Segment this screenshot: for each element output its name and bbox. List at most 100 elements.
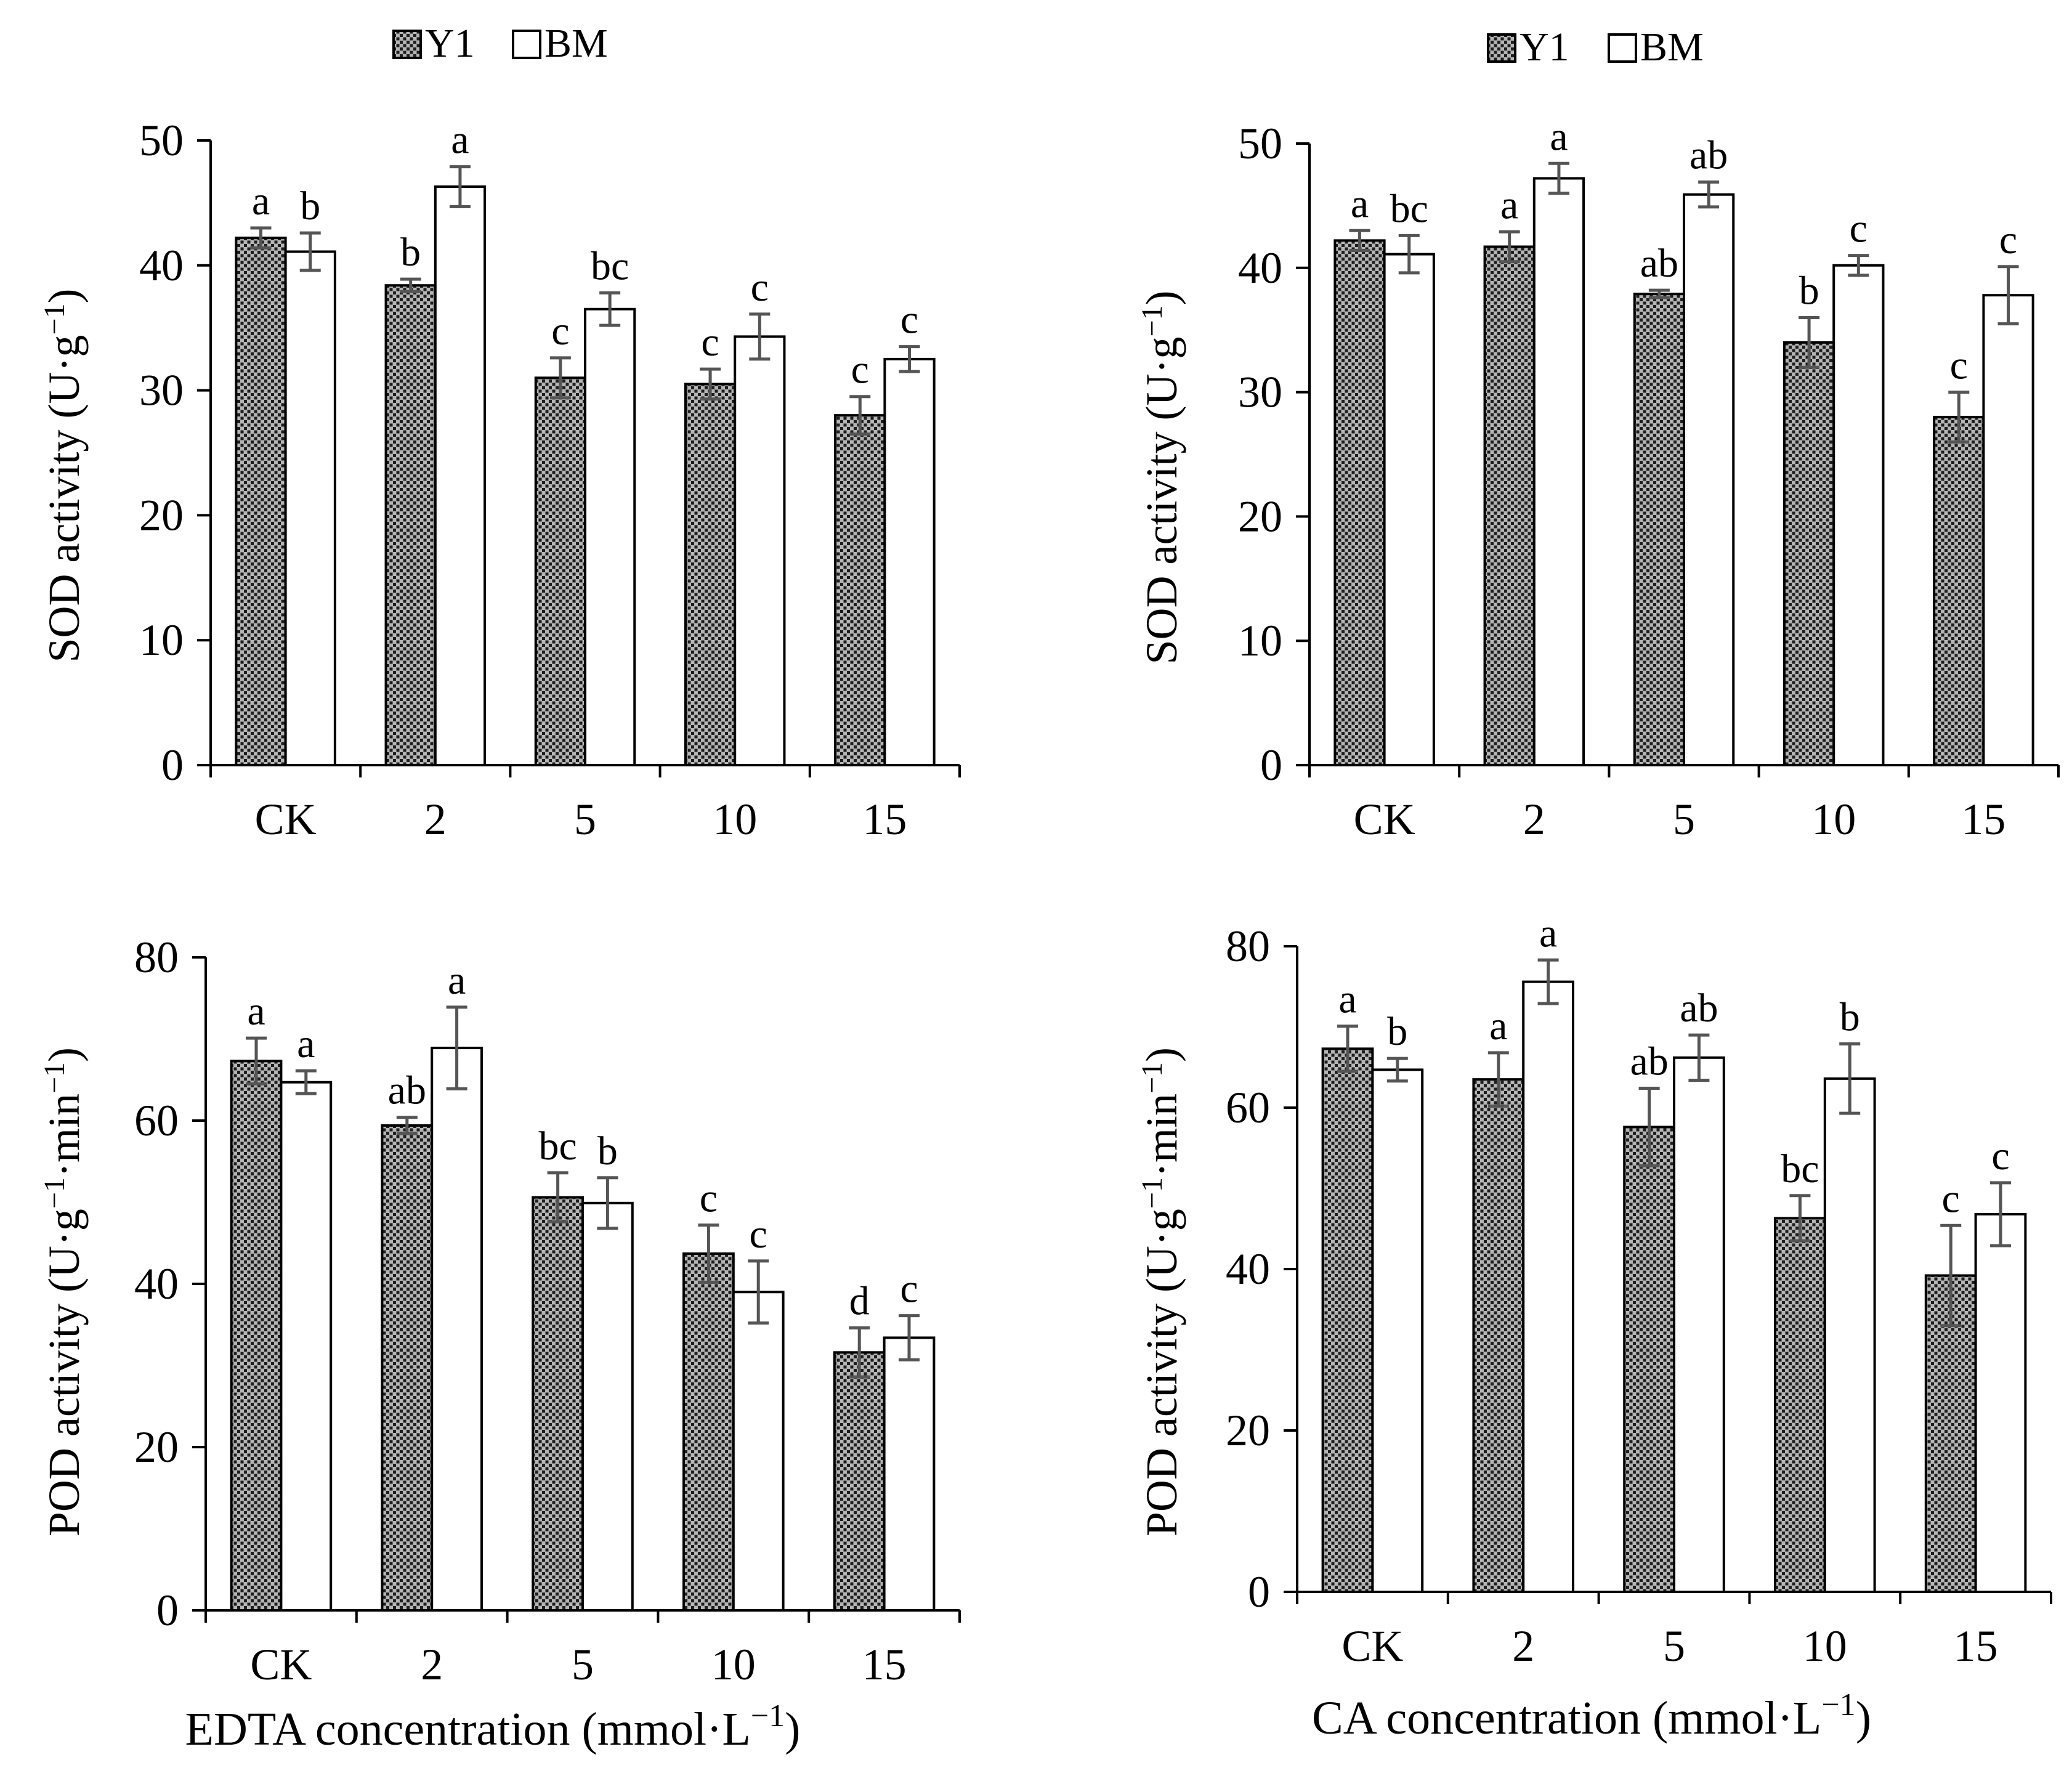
x-tick-label: 15 [862,1640,907,1689]
x-tick-label: 2 [1512,1621,1534,1671]
legend-swatch-y1 [392,30,422,59]
significance-letter: a [297,1021,315,1066]
bar-y1 [684,383,737,766]
x-tick-label: 10 [713,795,757,844]
y-tick-label: 30 [139,366,184,415]
x-tick-label: 15 [1961,795,2005,844]
x-tick-label: 5 [572,1640,594,1689]
bar-y1 [1783,341,1835,766]
significance-letter: bc [538,1124,577,1169]
x-tick-label: 15 [862,795,907,844]
x-tick-label: 5 [1663,1621,1685,1671]
legend-label-bm: BM [544,21,608,66]
significance-letter: a [1539,911,1557,955]
x-tick-label: 2 [421,1640,443,1689]
bar-bm [732,1291,785,1612]
y-tick-label: 0 [156,1586,179,1635]
bar-y1 [1321,1047,1374,1593]
y-tick-label: 80 [134,933,179,982]
significance-letter: c [750,1212,767,1257]
significance-letter: c [1850,206,1868,251]
significance-letter: c [1950,343,1968,388]
significance-letter: c [751,265,769,310]
bar-y1 [1623,1126,1676,1593]
significance-letter: bc [591,243,629,288]
legend-label-y1: Y1 [425,21,475,66]
bar-bm [584,307,636,766]
bar-bm [1823,1077,1876,1593]
legend-top-left: Y1 BM [392,21,608,66]
y-axis-title-pod-left: POD activity (U·g−1·min−1) [38,1047,89,1536]
significance-letter: ab [1640,241,1678,286]
y-tick-label: 0 [1248,1567,1270,1617]
x-tick-label: 15 [1954,1621,1998,1671]
significance-letter: b [1799,269,1819,314]
y-tick-label: 0 [161,740,184,790]
x-tick-label: CK [1342,1621,1403,1671]
bar-bm [1522,980,1574,1593]
bar-bm [1982,294,2034,767]
bar-bm [1673,1056,1725,1593]
x-tick-label: CK [250,1640,312,1689]
significance-letter: c [1999,217,2017,262]
y-axis-title-sod-right: SOD activity (U·g−1) [1136,291,1186,665]
bar-bm [734,335,786,766]
significance-letter: bc [1781,1146,1819,1191]
y-tick-label: 40 [1226,1244,1270,1294]
y-tick-label: 60 [1226,1083,1270,1132]
significance-letter: b [597,1129,618,1174]
y-axis-title-sod-left: SOD activity (U·g−1) [38,289,89,663]
x-tick-label: CK [1354,795,1415,844]
y-tick-label: 20 [1238,492,1282,541]
significance-letter: c [851,347,869,392]
y-tick-label: 20 [139,490,184,540]
bar-bm [1371,1068,1424,1594]
bar-bm [883,357,936,766]
bar-y1 [381,1124,434,1612]
significance-letter: ab [1680,986,1718,1031]
bar-bm [284,250,336,766]
bar-bm [1532,177,1585,766]
significance-letter: a [1351,181,1369,226]
y-tick-label: 10 [1238,616,1282,665]
bar-y1 [1774,1217,1826,1593]
bar-y1 [532,1196,584,1612]
x-tick-label: 10 [1811,795,1856,844]
x-tick-label: 10 [1803,1621,1847,1671]
bar-y1 [1933,415,1985,766]
significance-letter: ab [1690,133,1728,178]
significance-letter: a [247,989,265,1034]
bar-bm [581,1201,634,1612]
significance-letter: a [1338,977,1356,1022]
bar-y1 [1472,1078,1525,1593]
significance-letter: ab [1630,1039,1668,1084]
legend-swatch-bm [512,30,541,59]
significance-letter: c [1942,1176,1960,1221]
y-tick-label: 20 [1226,1406,1270,1455]
x-tick-label: 2 [1523,795,1545,844]
legend-top-right: Y1 BM [1487,25,1704,70]
x-tick-label: CK [255,795,317,844]
bar-y1 [1483,245,1536,766]
significance-letter: c [551,309,569,354]
significance-letter: a [1500,182,1518,227]
significance-letter: a [448,958,466,1003]
significance-letter: bc [1390,186,1428,231]
y-tick-label: 50 [139,116,184,165]
y-tick-label: 60 [134,1096,179,1145]
legend-label-bm: BM [1640,25,1704,70]
x-axis-title-ca: CA concentration (mmol·L−1) [1312,1687,1871,1744]
bar-bm [1683,193,1735,767]
bar-y1 [682,1252,735,1612]
y-tick-label: 0 [1260,740,1282,790]
y-tick-label: 40 [1238,243,1282,293]
significance-letter: a [1489,1004,1507,1049]
bar-bm [280,1081,333,1612]
bar-y1 [834,414,886,766]
bar-y1 [235,237,287,766]
bar-y1 [384,284,437,766]
